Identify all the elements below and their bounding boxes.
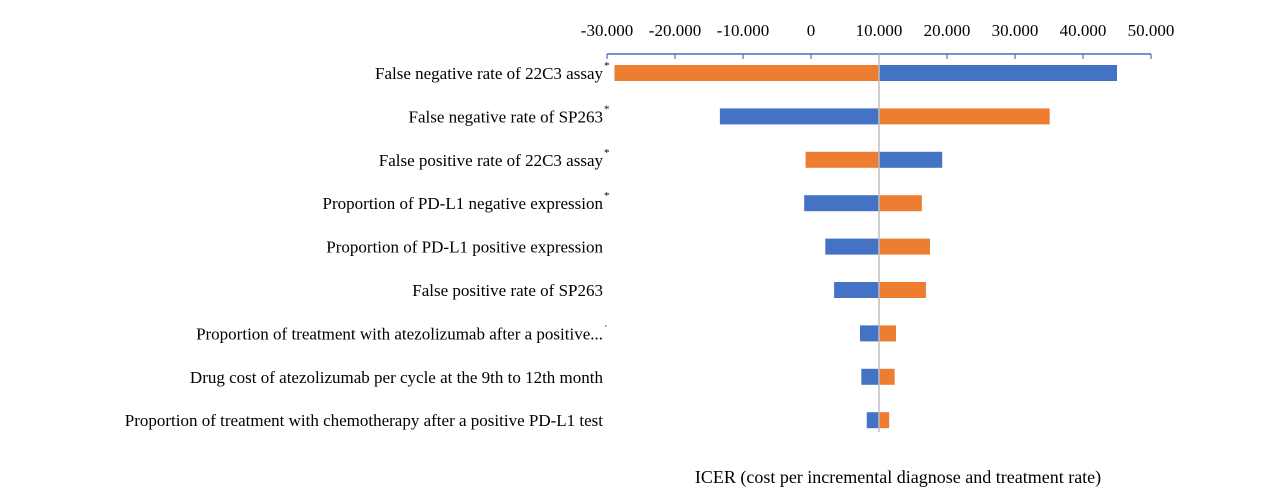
footnote-mark: · xyxy=(604,320,608,332)
category-label: False positive rate of SP263 xyxy=(412,281,603,300)
bar-orange xyxy=(805,151,879,168)
bar-orange xyxy=(879,412,890,429)
footnote-mark: * xyxy=(604,190,610,202)
bar-orange xyxy=(879,195,922,212)
category-label: Proportion of treatment with chemotherap… xyxy=(125,411,604,430)
bar-blue xyxy=(859,325,879,342)
bars xyxy=(614,65,1117,429)
category-label: Drug cost of atezolizumab per cycle at t… xyxy=(190,368,604,387)
x-tick-label: -30.000 xyxy=(581,21,633,40)
category-label: Proportion of PD-L1 positive expression xyxy=(326,238,603,257)
bar-blue xyxy=(804,195,879,212)
x-tick-label: 10.000 xyxy=(856,21,903,40)
footnote-mark: * xyxy=(604,60,610,72)
bar-blue xyxy=(879,65,1117,81)
category-label: False positive rate of 22C3 assay xyxy=(379,151,604,170)
x-tick-label: 30.000 xyxy=(992,21,1039,40)
x-tick-label: 20.000 xyxy=(924,21,971,40)
x-tick-label: -10.000 xyxy=(717,21,769,40)
bar-blue xyxy=(834,282,879,298)
bar-blue xyxy=(861,368,879,385)
bar-orange xyxy=(614,65,879,81)
category-label: Proportion of treatment with atezolizuma… xyxy=(196,324,603,343)
bar-orange xyxy=(879,108,1050,125)
x-tick-label: 40.000 xyxy=(1060,21,1107,40)
bar-blue xyxy=(825,238,879,255)
x-axis-label: ICER (cost per incremental diagnose and … xyxy=(695,467,1101,488)
bar-blue xyxy=(879,151,943,168)
x-tick-label: -20.000 xyxy=(649,21,701,40)
bar-orange xyxy=(879,325,896,342)
bar-blue xyxy=(719,108,879,125)
category-labels: False negative rate of 22C3 assay *False … xyxy=(125,60,610,430)
footnote-mark: * xyxy=(604,147,610,159)
footnote-mark: * xyxy=(604,103,610,115)
x-tick-label: 0 xyxy=(807,21,816,40)
category-label: Proportion of PD-L1 negative expression xyxy=(323,194,604,213)
x-axis: -30.000 -20.000 -10.000 0 10.000 20.000 30.000… xyxy=(581,21,1175,59)
category-label: False negative rate of SP263 xyxy=(408,107,603,126)
x-tick-label: 50.000 xyxy=(1128,21,1175,40)
bar-blue xyxy=(866,412,879,429)
bar-orange xyxy=(879,368,895,385)
bar-orange xyxy=(879,282,926,298)
category-label: False negative rate of 22C3 assay xyxy=(375,64,604,83)
bar-orange xyxy=(879,238,930,255)
